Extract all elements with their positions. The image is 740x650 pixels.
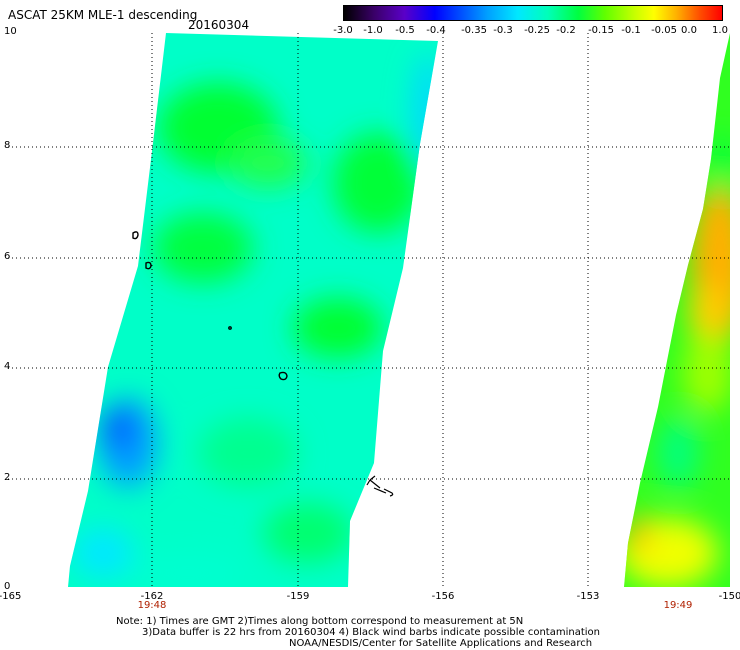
note-line-3: NOAA/NESDIS/Center for Satellite Applica… — [289, 638, 593, 649]
colorbar-label: -0.05 — [651, 25, 677, 36]
note-line-1: Note: 1) Times are GMT 2)Times along bot… — [116, 616, 524, 627]
island-outlines — [132, 231, 288, 381]
wind-barbs — [366, 475, 394, 497]
x-tick-label: -165 — [0, 591, 22, 602]
map-plot — [8, 33, 730, 587]
x-tick-label: -153 — [576, 591, 600, 602]
x-tick-label: -159 — [286, 591, 310, 602]
left-swath — [68, 33, 438, 587]
colorbar-label: -0.35 — [461, 25, 487, 36]
colorbar-label: -0.3 — [493, 25, 513, 36]
y-tick-label: 10 — [4, 26, 17, 37]
note-line-2: 3)Data buffer is 22 hrs from 20160304 4)… — [142, 627, 600, 638]
y-tick-label: 8 — [4, 140, 11, 151]
x-tick-label: -162 — [140, 591, 164, 602]
y-tick-label: 0 — [4, 581, 11, 592]
colorbar-label: -3.0 — [333, 25, 353, 36]
x-tick-label: -156 — [431, 591, 455, 602]
y-tick-label: 2 — [4, 472, 11, 483]
y-tick-label: 4 — [4, 361, 11, 372]
colorbar-label: -0.25 — [524, 25, 550, 36]
colorbar-label: -0.4 — [426, 25, 446, 36]
grid-lines — [8, 33, 730, 587]
y-tick-label: 6 — [4, 251, 11, 262]
colorbar-label: 1.0 — [712, 25, 728, 36]
colorbar-label: -0.1 — [621, 25, 641, 36]
colorbar — [343, 5, 723, 21]
map-date: 20160304 — [188, 18, 250, 32]
colorbar-label: -0.5 — [395, 25, 415, 36]
pass-time-label: 19:49 — [663, 600, 693, 611]
pass-time-label: 19:48 — [137, 600, 167, 611]
x-tick-label: -150 — [718, 591, 740, 602]
colorbar-label: -0.15 — [588, 25, 614, 36]
map-title: ASCAT 25KM MLE-1 descending — [8, 8, 198, 22]
colorbar-label: -0.2 — [556, 25, 576, 36]
colorbar-label: 0.0 — [681, 25, 697, 36]
colorbar-label: -1.0 — [363, 25, 383, 36]
